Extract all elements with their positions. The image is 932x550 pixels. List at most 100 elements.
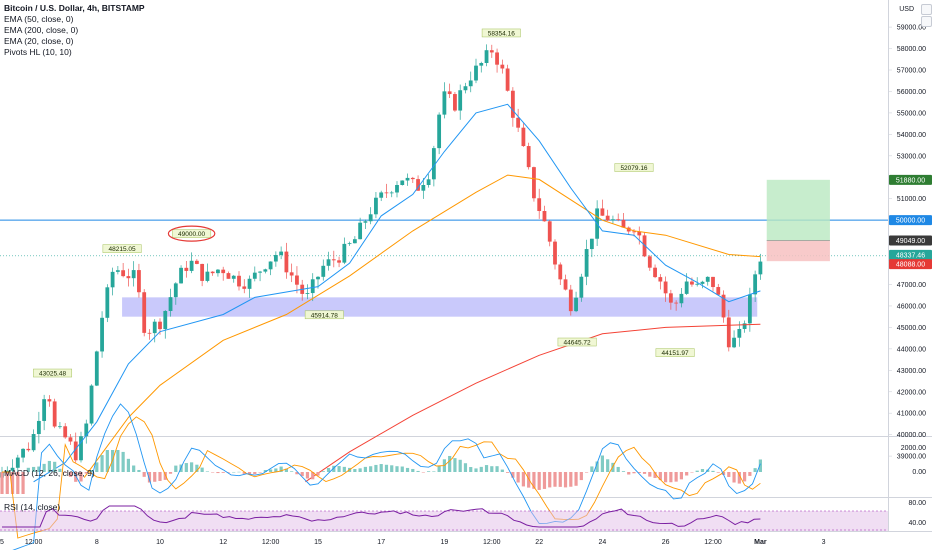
candle-body — [600, 208, 605, 216]
candle-body — [58, 426, 62, 428]
candle-body — [184, 267, 189, 271]
macd-histogram-bar — [84, 472, 88, 474]
candle-body — [194, 260, 199, 264]
macd-histogram-bar — [432, 471, 436, 472]
candle-body — [26, 448, 31, 451]
candle-body — [289, 272, 294, 276]
macd-histogram-bar — [295, 472, 299, 475]
time-tick-label: 26 — [662, 539, 670, 546]
macd-histogram-bar — [427, 471, 431, 472]
macd-histogram-bar — [416, 470, 420, 472]
price-tag — [889, 215, 932, 226]
candle-body — [416, 179, 420, 191]
collapse-icon[interactable] — [921, 16, 932, 27]
chart-legend: Bitcoin / U.S. Dollar, 4h, BITSTAMP EMA … — [4, 3, 145, 58]
candle-body — [405, 177, 410, 181]
candle-body — [510, 90, 515, 118]
macd-histogram-bar — [279, 466, 283, 472]
macd-histogram-bar — [247, 472, 252, 475]
legend-ema50[interactable]: EMA (50, close, 0) — [4, 14, 74, 24]
candle-body — [200, 263, 205, 281]
candle-body — [263, 269, 268, 272]
macd-histogram-bar — [100, 455, 104, 472]
candle-body — [31, 434, 36, 451]
price-axis[interactable]: 59000.00 58000.00 57000.00 56000.00 55000.00… — [888, 25, 932, 527]
pivot-label-box — [557, 337, 597, 347]
legend-ema200[interactable]: EMA (200, close, 0) — [4, 25, 79, 35]
candle-body — [352, 239, 357, 244]
macd-histogram-bar — [469, 467, 473, 472]
candle-body — [579, 276, 584, 298]
macd-histogram-bar — [553, 472, 557, 487]
legend-ema20[interactable]: EMA (20, close, 0) — [4, 36, 74, 46]
candle-body — [258, 271, 262, 273]
legend-pivots[interactable]: Pivots HL (10, 10) — [4, 47, 72, 57]
candle-body — [732, 337, 736, 348]
time-tick-label: 8 — [95, 539, 99, 546]
rsi-pane — [0, 505, 888, 531]
macd-histogram-bar — [121, 451, 125, 472]
macd-histogram-bar — [448, 455, 452, 472]
macd-histogram-bar — [137, 469, 141, 472]
pivot-label: 48215.05 — [109, 246, 136, 253]
price-tick-label: 53000.00 — [897, 153, 926, 160]
macd-histogram-bar — [211, 472, 215, 473]
candle-body — [747, 294, 752, 324]
candle-body — [189, 260, 194, 271]
macd-histogram-bar — [495, 466, 499, 472]
pivot-label: 49000.00 — [178, 231, 205, 238]
macd-histogram-bar — [332, 465, 336, 472]
candle-body — [458, 90, 463, 111]
time-tick-label: 15 — [314, 539, 322, 546]
pivot-label: 45914.78 — [311, 312, 338, 319]
time-axis[interactable]: 5 12:00 8 10 12 12:00 15 17 19 12:00 22 24 26 12:00 Ma… — [0, 539, 826, 546]
macd-histogram-bar — [47, 460, 51, 472]
candle-body — [484, 50, 489, 63]
symbol-title[interactable]: Bitcoin / U.S. Dollar, 4h, BITSTAMP — [4, 3, 145, 13]
macd-histogram-bar — [374, 464, 378, 472]
macd-histogram-bar — [453, 458, 457, 472]
candle-body — [753, 274, 758, 295]
settings-icon[interactable] — [921, 4, 932, 15]
candle-body — [347, 243, 352, 245]
macd-histogram-bar — [305, 472, 310, 479]
candle-body — [42, 399, 47, 421]
candle-body — [705, 276, 710, 282]
rsi-label[interactable]: RSI (14, close) — [4, 502, 61, 512]
chart-overlays — [0, 179, 888, 317]
candle-body — [489, 50, 494, 53]
candle-body — [547, 221, 552, 242]
macd-histogram-bar — [479, 466, 483, 472]
candle-body — [126, 276, 131, 279]
macd-histogram-bar — [600, 455, 604, 472]
pivot-label-box — [304, 310, 344, 320]
candle-body — [647, 256, 652, 268]
macd-histogram-bar — [274, 468, 278, 472]
macd-histogram-bar — [390, 465, 394, 472]
candle-body — [532, 167, 536, 199]
candle-body — [632, 231, 636, 233]
macd-histogram-bar — [721, 472, 726, 475]
candle-body — [658, 277, 663, 282]
price-tick-label: 59000.00 — [897, 25, 926, 32]
macd-label[interactable]: MACD (12, 26, close, 9) — [4, 468, 95, 478]
macd-line — [12, 403, 761, 550]
price-tick-label: 55000.00 — [897, 110, 926, 117]
candle-body — [179, 267, 183, 284]
macd-histogram-bar — [716, 472, 720, 473]
candle-body — [73, 441, 78, 461]
candle-body — [679, 293, 684, 304]
macd-histogram-bar — [758, 459, 762, 472]
price-tick-label: 40000.00 — [897, 432, 926, 439]
macd-histogram-bar — [642, 472, 647, 474]
candle-body — [94, 351, 99, 386]
candle-body — [505, 68, 510, 91]
macd-histogram-bar — [411, 468, 415, 472]
macd-histogram-bar — [437, 465, 441, 472]
candle-body — [305, 293, 310, 294]
candle-body — [584, 249, 589, 277]
macd-histogram-bar — [664, 472, 668, 483]
candle-body — [210, 271, 215, 274]
price-tick-label: 56000.00 — [897, 89, 926, 96]
